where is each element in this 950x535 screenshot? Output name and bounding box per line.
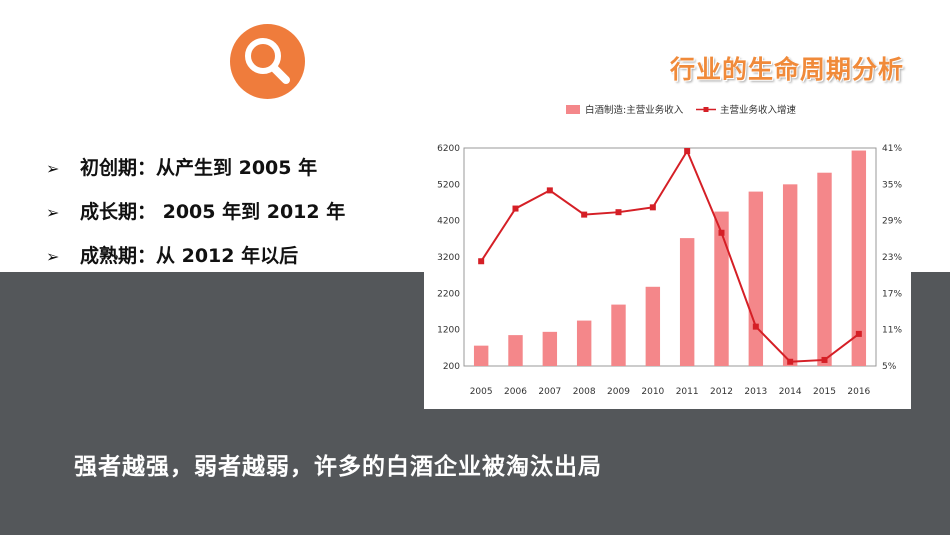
left-tick-label: 1200 [437,326,460,336]
stage-item-startup: ➢ 初创期：从产生到 2005 年 [46,150,345,194]
growth-point-2015 [821,356,828,363]
growth-point-2006 [512,205,519,212]
revenue-bar-2014 [782,184,798,366]
growth-point-2005 [478,258,485,265]
legend-line-label: 主营业务收入增速 [720,104,797,116]
left-tick-label: 200 [443,362,460,372]
left-tick-label: 3200 [437,253,460,263]
x-tick-label: 2008 [573,387,596,397]
growth-point-2016 [855,330,862,337]
legend-bar-swatch [566,105,580,114]
revenue-bar-2013 [748,191,764,366]
stage-label: 初创期：从产生到 2005 年 [80,157,318,179]
x-tick-label: 2016 [847,387,870,397]
arrow-bullet-icon: ➢ [46,247,60,266]
right-tick-label: 23% [882,253,902,263]
legend-bar-label: 白酒制造:主营业务收入 [585,104,684,116]
x-tick-label: 2013 [744,387,767,397]
revenue-bar-2008 [576,320,592,366]
x-tick-label: 2005 [470,387,493,397]
revenue-bar-2006 [508,335,523,366]
chart-legend: 白酒制造:主营业务收入 主营业务收入增速 [566,104,797,116]
legend-line-marker [703,107,709,112]
right-tick-label: 11% [882,326,902,336]
search-icon [245,38,290,84]
revenue-bar-2005 [473,345,489,366]
growth-point-2013 [752,323,759,330]
left-tick-label: 4200 [437,217,460,227]
revenue-bar-2009 [611,304,626,366]
revenue-bar-2016 [851,150,867,366]
growth-point-2012 [718,229,725,236]
left-tick-label: 6200 [437,144,460,154]
right-tick-label: 35% [882,180,902,190]
arrow-bullet-icon: ➢ [46,203,60,222]
growth-point-2014 [787,358,794,365]
chart-axes [463,147,877,367]
x-tick-label: 2006 [504,387,527,397]
x-tick-label: 2009 [607,387,630,397]
search-badge [230,24,305,99]
plot-frame [463,147,877,367]
x-tick-label: 2007 [538,387,561,397]
revenue-bar-2010 [645,286,661,366]
stage-item-growth: ➢ 成长期： 2005 年到 2012 年 [46,194,345,238]
growth-point-2009 [615,209,622,216]
stage-list: ➢ 初创期：从产生到 2005 年 ➢ 成长期： 2005 年到 2012 年 ➢ 成… [46,150,345,282]
right-tick-label: 41% [882,144,902,154]
right-tick-label: 17% [882,289,902,299]
growth-point-2007 [546,187,553,194]
conclusion-text: 强者越强，弱者越弱，许多的白酒企业被淘汰出局 [74,454,602,480]
revenue-bars [473,150,867,366]
growth-point-2011 [684,148,691,155]
x-tick-label: 2012 [710,387,733,397]
x-tick-label: 2010 [641,387,664,397]
x-tick-label: 2015 [813,387,836,397]
growth-polyline [480,148,860,363]
revenue-bar-2007 [542,331,558,366]
stage-label: 成熟期：从 2012 年以后 [80,245,299,267]
revenue-growth-chart: 白酒制造:主营业务收入 主营业务收入增速 200 1200 2200 3200 4200 5… [437,104,902,397]
x-tick-label: 2014 [779,387,802,397]
x-tick-label: 2011 [676,387,699,397]
chart-panel: 白酒制造:主营业务收入 主营业务收入增速 200 1200 2200 3200 4200 5… [424,96,911,409]
revenue-bar-2011 [679,238,695,366]
left-tick-label: 5200 [437,180,460,190]
left-tick-label: 2200 [437,289,460,299]
growth-point-2010 [649,204,656,211]
right-tick-label: 29% [882,217,902,227]
right-tick-label: 5% [882,362,897,372]
page-title: 行业的生命周期分析 [669,55,904,84]
stage-item-mature: ➢ 成熟期：从 2012 年以后 [46,238,345,282]
growth-line [478,148,862,365]
growth-point-2008 [581,211,588,218]
chart-ticks: 200 1200 2200 3200 4200 5200 6200 5% 11% 17% 23% 29… [437,144,902,397]
arrow-bullet-icon: ➢ [46,159,60,178]
stage-label: 成长期： 2005 年到 2012 年 [80,201,346,223]
revenue-bar-2012 [714,211,729,366]
revenue-bar-2015 [817,172,832,366]
